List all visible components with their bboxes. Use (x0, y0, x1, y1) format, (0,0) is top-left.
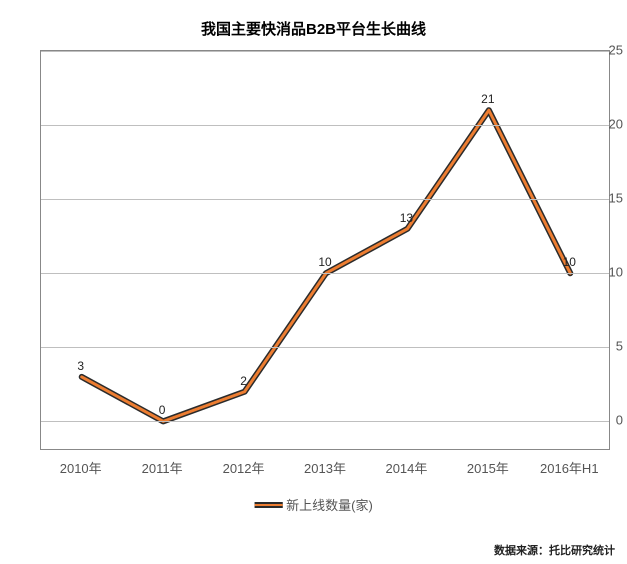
x-tick-label: 2016年H1 (540, 458, 599, 477)
y-tick-label: 20 (589, 117, 623, 132)
gridline (41, 421, 609, 422)
legend-line-swatch (254, 503, 282, 507)
data-label: 13 (400, 211, 413, 225)
gridline (41, 125, 609, 126)
plot-area (40, 50, 610, 450)
y-tick-label: 5 (589, 339, 623, 354)
y-tick-label: 15 (589, 191, 623, 206)
data-label: 2 (240, 374, 247, 388)
x-tick-label: 2014年 (385, 458, 427, 477)
x-tick-label: 2013年 (304, 458, 346, 477)
x-tick-label: 2015年 (467, 458, 509, 477)
legend-label: 新上线数量(家) (286, 495, 373, 514)
chart-container: 我国主要快消品B2B平台生长曲线 新上线数量(家) 数据来源：托比研究统计 0 5… (0, 0, 627, 564)
data-label: 10 (563, 255, 576, 269)
data-label: 3 (77, 359, 84, 373)
x-tick-label: 2011年 (142, 458, 183, 477)
source-note: 数据来源：托比研究统计 (494, 542, 615, 558)
y-tick-label: 0 (589, 413, 623, 428)
gridline (41, 273, 609, 274)
y-tick-label: 10 (589, 265, 623, 280)
data-label: 10 (318, 255, 331, 269)
gridline (41, 51, 609, 52)
y-tick-label: 25 (589, 43, 623, 58)
data-label: 21 (481, 92, 494, 106)
legend: 新上线数量(家) (254, 495, 373, 514)
line-series-svg (41, 51, 611, 451)
data-label: 0 (159, 404, 166, 418)
x-tick-label: 2012年 (223, 458, 265, 477)
legend-line-outer (254, 502, 282, 508)
legend-line-inner (254, 504, 282, 507)
gridline (41, 347, 609, 348)
gridline (41, 199, 609, 200)
x-tick-label: 2010年 (60, 458, 102, 477)
chart-title: 我国主要快消品B2B平台生长曲线 (0, 18, 627, 39)
